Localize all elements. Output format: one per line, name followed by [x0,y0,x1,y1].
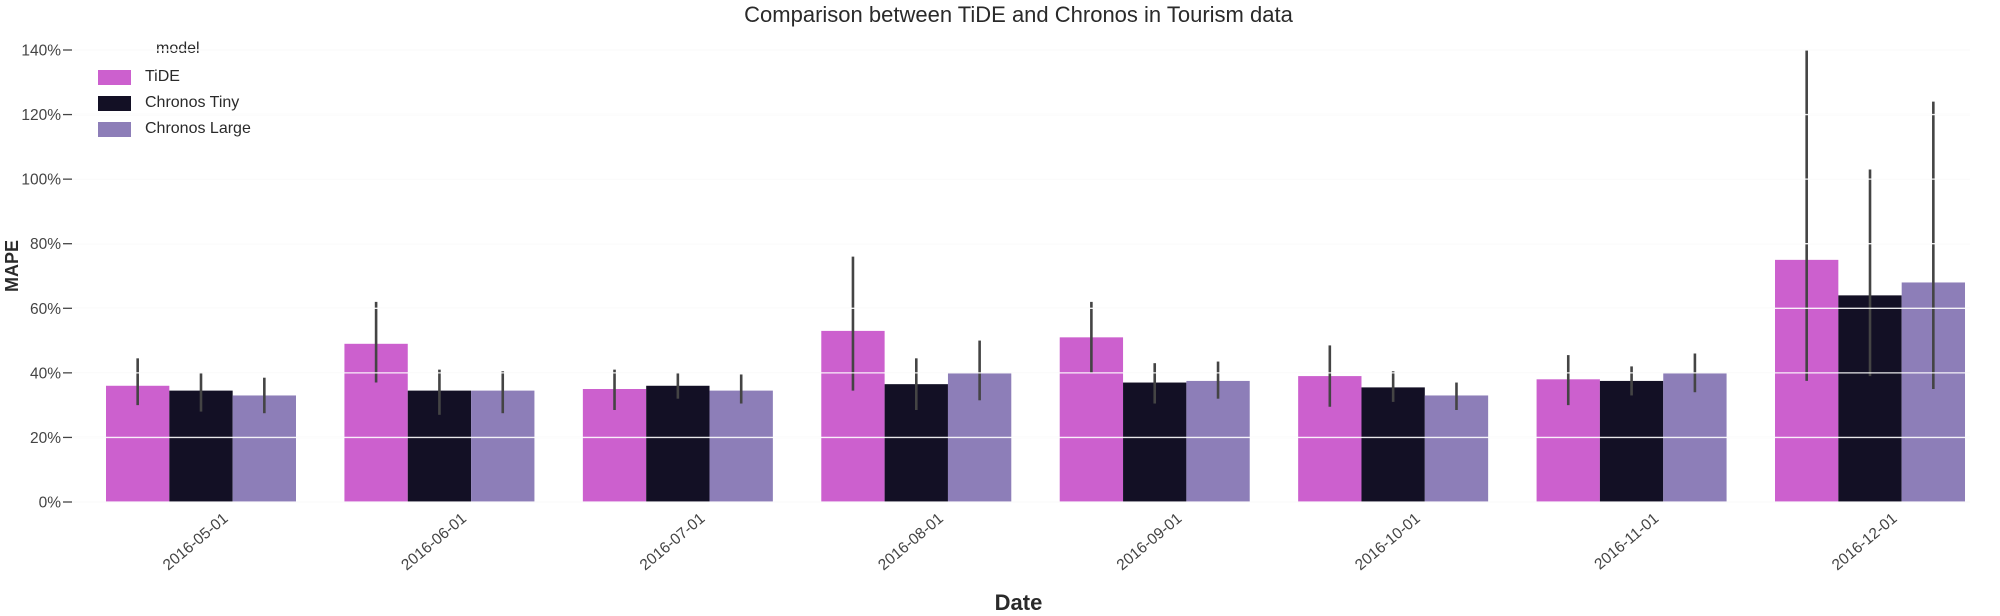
svg-text:0%: 0% [39,495,62,512]
svg-text:2016-06-01: 2016-06-01 [398,510,470,574]
svg-text:2016-10-01: 2016-10-01 [1352,510,1424,574]
svg-text:80%: 80% [30,236,61,253]
svg-text:100%: 100% [21,172,61,189]
svg-text:40%: 40% [30,365,61,382]
svg-text:2016-09-01: 2016-09-01 [1114,510,1186,574]
svg-text:2016-12-01: 2016-12-01 [1829,510,1901,574]
svg-text:2016-11-01: 2016-11-01 [1591,510,1662,573]
svg-text:2016-08-01: 2016-08-01 [875,510,947,574]
svg-text:140%: 140% [21,43,61,60]
svg-text:20%: 20% [30,430,61,447]
svg-text:2016-05-01: 2016-05-01 [160,510,232,574]
svg-text:120%: 120% [21,107,61,124]
svg-text:60%: 60% [30,301,61,318]
svg-text:2016-07-01: 2016-07-01 [637,510,709,574]
